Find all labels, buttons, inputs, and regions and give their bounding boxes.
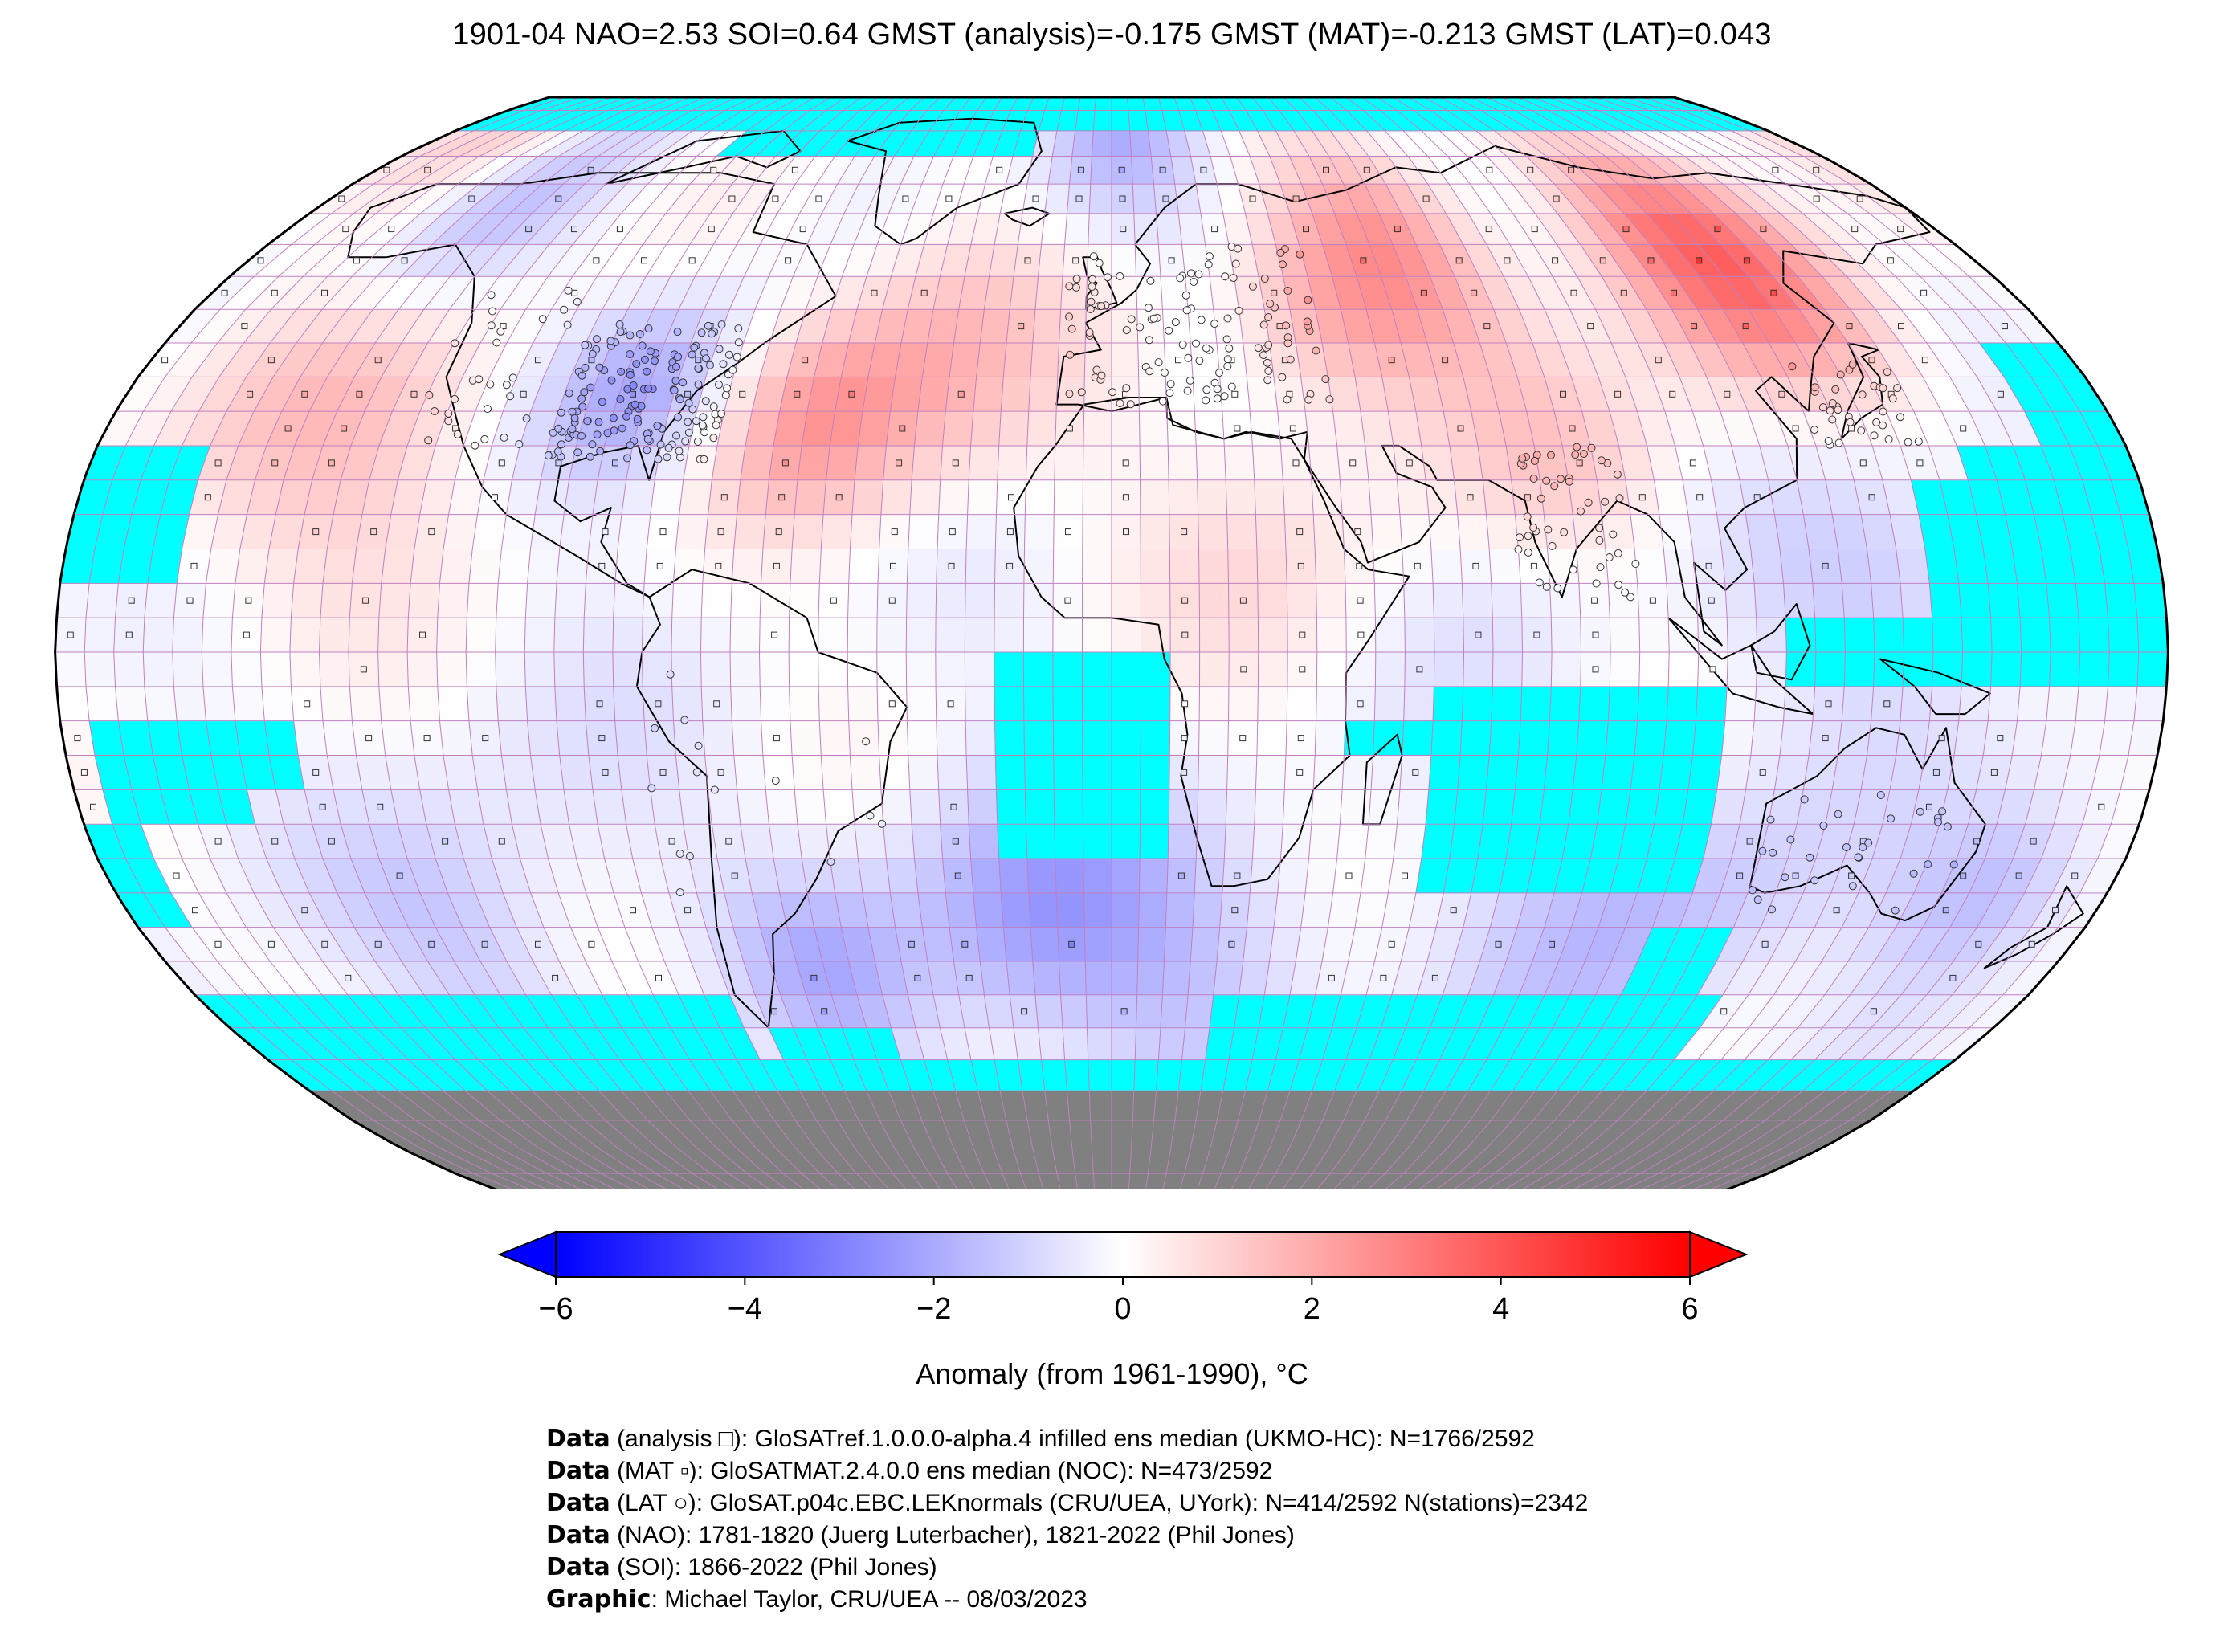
anomaly-map [54,96,2169,1189]
colorbar-max-extend [1689,1230,1749,1279]
credit-line-lat: Data (LAT ○): GloSAT.p04c.EBC.LEKnormals… [546,1489,1589,1517]
credit-line-nao: Data (NAO): 1781-1820 (Juerg Luterbacher… [546,1521,1295,1549]
colorbar-tick-label: −6 [538,1292,573,1326]
credits: Data (analysis □): GloSATref.1.0.0.0-alp… [546,1423,1588,1616]
colorbar-tick-label: 2 [1304,1292,1320,1326]
credit-line-soi: Data (SOI): 1866-2022 (Phil Jones) [546,1553,937,1581]
colorbar-label: Anomaly (from 1961-1990), °C [916,1357,1308,1390]
colorbar-gradient [555,1231,1691,1278]
colorbar-tick-label: −4 [728,1292,762,1326]
credit-line-analysis: Data (analysis □): GloSATref.1.0.0.0-alp… [546,1425,1535,1453]
map-title: 1901-04 NAO=2.53 SOI=0.64 GMST (analysis… [452,18,1772,51]
colorbar-tick-label: 6 [1681,1292,1698,1326]
colorbar: −6 −4 −2 0 2 4 6 [497,1230,1749,1326]
colorbar-min-extend [497,1230,557,1279]
credit-line-mat: Data (MAT ▫): GloSATMAT.2.4.0.0 ens medi… [546,1457,1273,1485]
colorbar-tick-label: 4 [1492,1292,1509,1326]
credit-line-graphic: Graphic: Michael Taylor, CRU/UEA -- 08/0… [546,1585,1088,1613]
colorbar-tick-label: 0 [1114,1292,1131,1326]
colorbar-tick-label: −2 [916,1292,951,1326]
